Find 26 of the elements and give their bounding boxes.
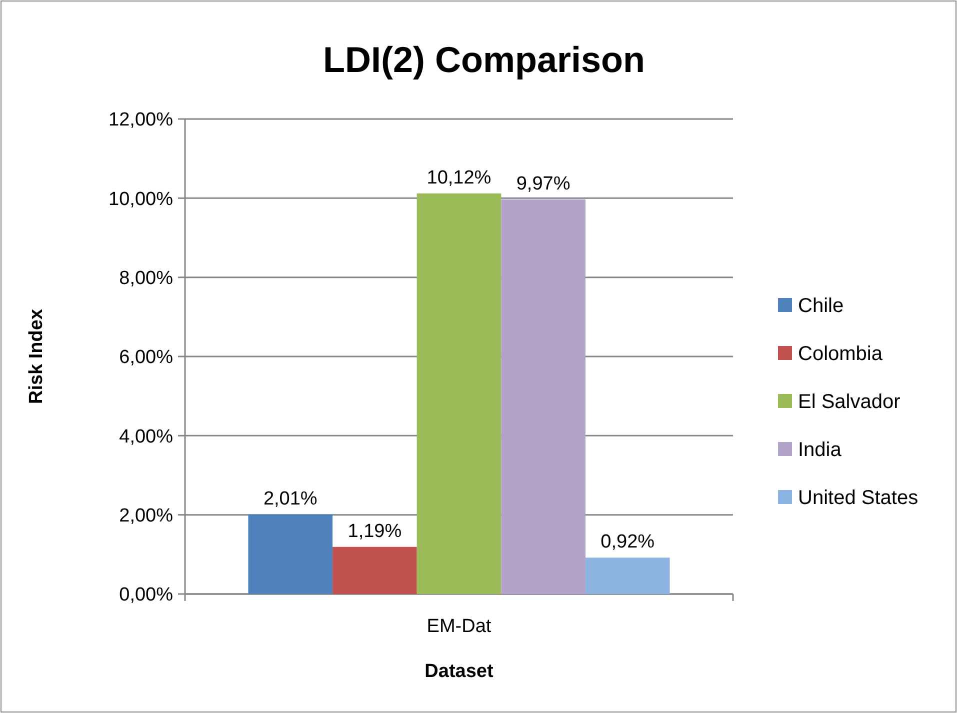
chart-title: LDI(2) Comparison bbox=[322, 39, 646, 80]
y-tick-label: 0,00% bbox=[119, 584, 174, 606]
bar bbox=[416, 193, 502, 594]
bar bbox=[501, 199, 586, 594]
y-tick-label: 8,00% bbox=[119, 268, 174, 289]
y-tick-label: 10,00% bbox=[108, 188, 174, 210]
y-tick-label: 4,00% bbox=[119, 426, 174, 448]
legend-label: United States bbox=[798, 487, 918, 509]
data-label: 1,19% bbox=[348, 520, 402, 542]
bar bbox=[332, 546, 417, 594]
data-label: 2,01% bbox=[263, 488, 318, 510]
bar bbox=[585, 558, 670, 594]
y-tick-label: 6,00% bbox=[119, 347, 174, 368]
x-tick-label: EM-Dat bbox=[426, 616, 492, 637]
data-label: 10,12% bbox=[426, 167, 492, 188]
x-axis-title: Dataset bbox=[424, 661, 494, 682]
legend-label: Chile bbox=[798, 295, 844, 317]
y-tick-label: 2,00% bbox=[119, 505, 174, 526]
y-axis-title: Risk Index bbox=[26, 308, 47, 404]
legend-label: El Salvador bbox=[798, 391, 901, 413]
data-label: 9,97% bbox=[516, 173, 570, 194]
bar bbox=[248, 514, 333, 594]
legend-label: Colombia bbox=[798, 343, 884, 365]
y-tick-label: 12,00% bbox=[108, 110, 174, 131]
data-label: 0,92% bbox=[600, 532, 655, 553]
legend-label: India bbox=[798, 439, 842, 461]
